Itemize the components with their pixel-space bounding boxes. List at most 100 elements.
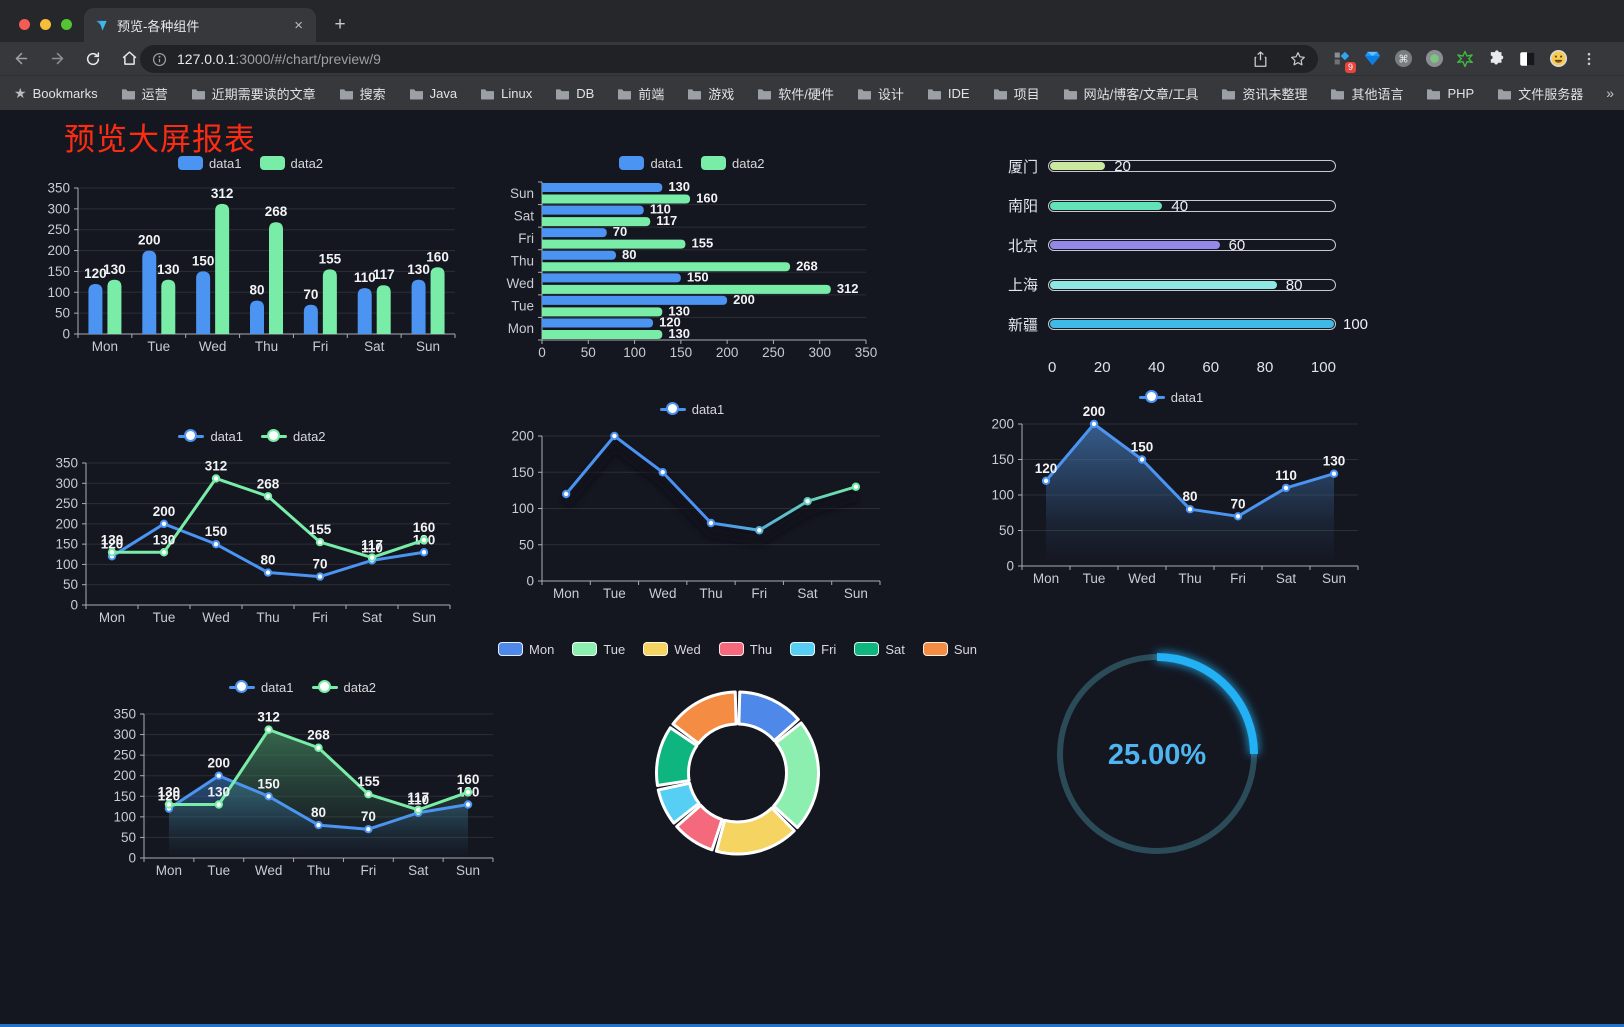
site-info-icon[interactable]: [152, 52, 167, 67]
progress-axis-tick: 0: [1048, 358, 1057, 376]
share-icon[interactable]: [1253, 50, 1268, 68]
minimize-window-button[interactable]: [40, 19, 51, 30]
legend-line-marker: [1138, 390, 1165, 404]
chart-legend[interactable]: data1 data2: [42, 425, 462, 447]
chart-text: 70: [361, 809, 376, 824]
extension-green-star-icon[interactable]: [1454, 48, 1476, 70]
bookmark-folder-item[interactable]: IDE: [927, 84, 970, 103]
extension-dark-reader-icon[interactable]: [1516, 48, 1538, 70]
bookmark-folder-item[interactable]: Linux: [480, 84, 532, 103]
chart-gauge[interactable]: 25.00%: [1053, 648, 1261, 860]
legend-item[interactable]: data1: [228, 680, 294, 695]
legend-item[interactable]: Mon: [498, 642, 554, 657]
chart-line-two-series[interactable]: data1 data2 0 50 100 150 200 250 300 350 Mon Tue Wed…: [42, 425, 462, 637]
legend-item[interactable]: Tue: [572, 642, 625, 657]
chart-area-blue[interactable]: data1 0 50 100 150 200 Mon Tue Wed Thu Fri Sat Sun 12…: [972, 386, 1370, 598]
legend-item[interactable]: data1: [178, 429, 243, 444]
extension-command-icon[interactable]: ⌘: [1392, 48, 1414, 70]
legend-label: data2: [293, 428, 326, 444]
legend-item[interactable]: Wed: [643, 642, 701, 657]
legend-item[interactable]: data1: [659, 401, 725, 417]
bookmark-star-icon[interactable]: [1290, 51, 1306, 67]
chart-donut[interactable]: Mon Tue Wed Thu Fri Sat Sun: [498, 638, 977, 890]
legend-item[interactable]: data1: [1138, 390, 1203, 405]
chart-line-gradient[interactable]: data1 0 50 100 150 200 Mon Tue Wed Thu Fri Sat Sun: [492, 398, 892, 613]
chart-text: Fri: [518, 231, 534, 246]
bookmark-folder-item[interactable]: 游戏: [687, 84, 734, 103]
bookmark-folder-item[interactable]: DB: [555, 84, 594, 103]
browser-menu-kebab-icon[interactable]: [1578, 48, 1600, 70]
new-tab-button[interactable]: +: [334, 14, 346, 35]
chart-text: 0: [538, 345, 546, 360]
legend-item[interactable]: Thu: [718, 642, 772, 657]
line-chart-canvas[interactable]: 0 50 100 150 200 250 300 350 Mon Tue Wed Thu Fri Sat S…: [100, 698, 505, 890]
chart-text: 70: [1230, 496, 1245, 511]
extension-record-icon[interactable]: [1423, 48, 1445, 70]
progress-row[interactable]: 上海 80: [1000, 277, 1336, 294]
bookmark-folder-item[interactable]: 搜索: [339, 84, 386, 103]
bookmarks-manager-item[interactable]: ★ Bookmarks: [14, 85, 98, 102]
chart-legend[interactable]: data1: [972, 386, 1370, 408]
chart-text: 300: [47, 201, 70, 216]
extension-tag-manager-icon[interactable]: 9: [1330, 48, 1356, 73]
browser-tab[interactable]: 预览-各种组件 ×: [84, 8, 316, 42]
reload-button[interactable]: [78, 46, 108, 72]
chart-legend[interactable]: Mon Tue Wed Thu Fri Sat Sun: [498, 638, 977, 660]
chart-progress-bars[interactable]: 厦门 20 南阳 40 北京 60 上海 80 新疆 100 0 20 40 60 80 100: [1000, 158, 1368, 380]
bookmarks-overflow-chevron[interactable]: »: [1606, 85, 1615, 101]
bookmark-folder-item[interactable]: 其他语言: [1330, 84, 1403, 103]
legend-label: data1: [691, 401, 725, 417]
chart-legend[interactable]: data1 data2: [38, 152, 463, 174]
chart-text: 50: [121, 830, 136, 845]
progress-row[interactable]: 南阳 40: [1000, 198, 1336, 215]
extension-gem-icon[interactable]: [1361, 48, 1383, 70]
gauge-chart-canvas[interactable]: 25.00%: [1053, 648, 1261, 860]
maximize-window-button[interactable]: [61, 19, 72, 30]
progress-row[interactable]: 厦门 20: [1000, 158, 1336, 176]
chart-legend[interactable]: data1: [492, 398, 892, 420]
legend-item[interactable]: data2: [311, 680, 376, 695]
close-window-button[interactable]: [19, 19, 30, 30]
progress-row[interactable]: 北京 60: [1000, 237, 1336, 255]
bookmark-folder-item[interactable]: PHP: [1426, 84, 1474, 103]
bar-chart-canvas[interactable]: 0 50 100 150 200 250 300 350 Mon Tue Wed Thu Fri Sat S…: [38, 174, 463, 364]
url-bar[interactable]: 127.0.0.1:3000/#/chart/preview/9: [140, 45, 1318, 73]
chart-grouped-bar[interactable]: data1 data2 0 50 100 150 200 250 300 350 Mon Tue Wed…: [38, 152, 463, 364]
line-chart-canvas[interactable]: 0 50 100 150 200 250 300 350 Mon Tue Wed Thu Fri Sat S…: [42, 447, 462, 637]
home-button[interactable]: [114, 46, 144, 72]
bookmark-folder-item[interactable]: 网站/博客/文章/工具: [1063, 84, 1198, 103]
legend-item[interactable]: Sat: [854, 642, 905, 657]
folder-icon: [121, 88, 135, 100]
chart-area-two-series[interactable]: data1 data2 0 50 100 150 200 250 300 350 Mon Tue Wed…: [100, 676, 505, 890]
tab-close-icon[interactable]: ×: [294, 16, 303, 34]
bookmark-folder-item[interactable]: 项目: [993, 84, 1040, 103]
chart-legend[interactable]: data1 data2: [492, 152, 892, 174]
bookmark-folder-item[interactable]: 软件/硬件: [757, 84, 834, 103]
bookmark-folder-item[interactable]: 文件服务器: [1497, 84, 1583, 103]
bookmark-folder-item[interactable]: 资讯未整理: [1221, 84, 1307, 103]
donut-chart-canvas[interactable]: [540, 660, 935, 890]
chart-legend[interactable]: data1 data2: [100, 676, 505, 698]
line-chart-canvas[interactable]: 0 50 100 150 200 Mon Tue Wed Thu Fri Sat Sun: [492, 420, 892, 613]
bookmark-folder-item[interactable]: 前端: [617, 84, 664, 103]
legend-item[interactable]: data1: [619, 156, 683, 171]
chart-text: Sun: [416, 339, 440, 354]
legend-item[interactable]: data2: [261, 429, 326, 444]
progress-row[interactable]: 新疆 100: [1000, 316, 1368, 334]
bookmark-folder-item[interactable]: 设计: [857, 84, 904, 103]
bookmark-folder-item[interactable]: 运营: [121, 84, 168, 103]
line-chart-canvas[interactable]: 0 50 100 150 200 Mon Tue Wed Thu Fri Sat Sun 120 200 1…: [972, 404, 1370, 598]
back-button[interactable]: [6, 46, 36, 72]
legend-item[interactable]: data2: [701, 156, 765, 171]
forward-button[interactable]: [42, 46, 72, 72]
chart-horizontal-bar[interactable]: data1 data2 0 50 100 150 200 250 300 350 Mon 120 130…: [492, 152, 892, 364]
extension-emoji-icon[interactable]: [1547, 48, 1569, 70]
legend-item[interactable]: Sun: [922, 642, 977, 657]
extension-puzzle-icon[interactable]: [1485, 48, 1507, 70]
legend-item[interactable]: data2: [259, 156, 323, 171]
bookmark-folder-item[interactable]: 近期需要读的文章: [191, 84, 316, 103]
bookmark-folder-item[interactable]: Java: [409, 84, 457, 103]
legend-item[interactable]: data1: [177, 156, 242, 171]
legend-item[interactable]: Fri: [790, 642, 836, 657]
